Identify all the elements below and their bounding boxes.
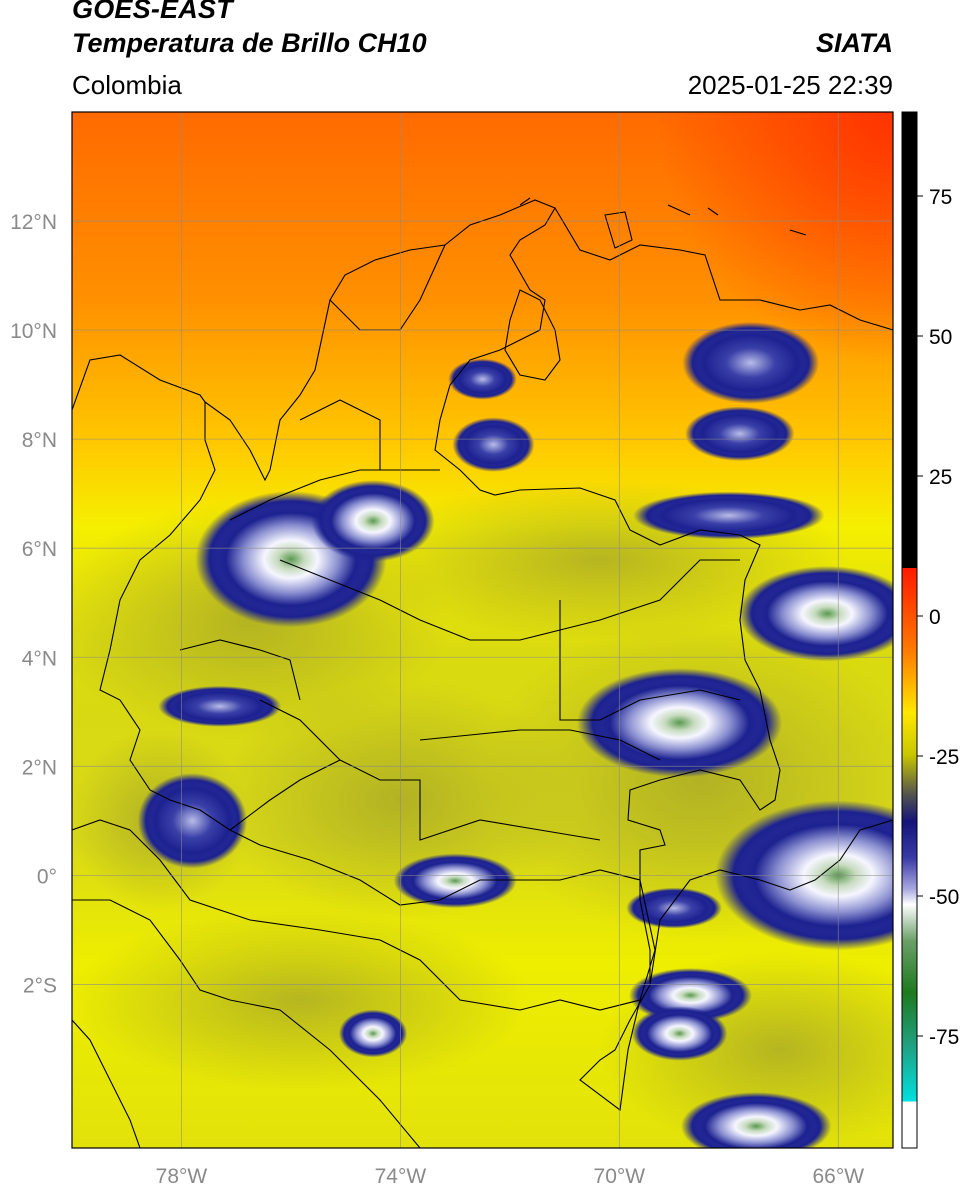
venezuela-coast: [554, 207, 893, 331]
cold-cloud-top: [170, 689, 270, 723]
colorbar-tick-label: -50: [929, 886, 959, 909]
internal-division-5: [559, 600, 741, 721]
latitude-tick-label: 2°S: [23, 974, 57, 997]
colombia-border: [99, 199, 781, 1112]
satellite-title: GOES-EAST: [72, 0, 233, 24]
longitude-tick-label: 70°W: [594, 1165, 646, 1188]
latitude-tick-label: 4°N: [22, 647, 57, 670]
cold-cloud-top: [597, 679, 762, 767]
product-title: Temperatura de Brillo CH10: [72, 28, 427, 58]
peru-coast: [72, 1019, 141, 1148]
cold-cloud-top: [695, 411, 784, 456]
internal-division-4: [259, 699, 601, 841]
internal-division-1: [229, 469, 440, 521]
cold-cloud-top: [756, 575, 893, 652]
internal-division-6: [299, 399, 381, 470]
island-4: [519, 197, 531, 206]
colorbar-ticks: 75 50 25 0 -25 -50 -75: [917, 186, 959, 1049]
map-frame: [71, 111, 894, 1149]
cold-cloud-top: [345, 1014, 401, 1053]
cold-cloud-top: [695, 330, 806, 396]
colorbar-scale: [902, 112, 917, 1148]
longitude-ticks: 78°W 74°W 70°W 66°W: [156, 1165, 865, 1188]
cold-cloud-top: [652, 496, 806, 535]
peru-north-coast: [72, 899, 421, 1148]
graticule: [72, 112, 893, 1148]
colorbar-tick-label: 75: [929, 186, 952, 209]
map-panel: [72, 112, 893, 1148]
colorbar-frame: [901, 111, 918, 1149]
cold-cloud-top: [695, 1098, 817, 1148]
cold-cloud-top: [323, 488, 423, 554]
longitude-tick-label: 74°W: [375, 1165, 427, 1188]
colorbar: 75 50 25 0 -25 -50 -75: [901, 111, 959, 1149]
internal-division-3: [419, 729, 661, 761]
colorbar-tick-label: -25: [929, 746, 959, 769]
longitude-tick-label: 66°W: [812, 1165, 864, 1188]
panama-coast: [72, 354, 206, 411]
cold-cloud-top: [460, 422, 527, 467]
latitude-tick-label: 6°N: [22, 538, 57, 561]
colorbar-tick-label: 25: [929, 466, 952, 489]
island-1: [667, 204, 691, 216]
latitude-ticks: 12°N 10°N 8°N 6°N 4°N 2°N 0° 2°S: [10, 211, 57, 997]
colorbar-tick-label: -75: [929, 1026, 959, 1049]
cold-cloud-top: [635, 891, 713, 925]
island-3: [789, 229, 807, 236]
aruba-curacao: [604, 211, 633, 249]
internal-division-9: [229, 759, 341, 831]
brazil-border: [649, 819, 893, 986]
cold-cloud-top: [455, 362, 510, 396]
colorbar-tick-label: 50: [929, 326, 952, 349]
longitude-tick-label: 78°W: [156, 1165, 208, 1188]
ecuador-peru-border: [72, 819, 641, 1011]
latitude-tick-label: 12°N: [10, 211, 57, 234]
internal-division-2: [279, 559, 740, 641]
latitude-tick-label: 10°N: [10, 320, 57, 343]
warm-region: [500, 112, 893, 532]
island-2: [707, 207, 719, 216]
timestamp-label: 2025-01-25 22:39: [687, 70, 893, 100]
cold-cloud-top: [641, 1011, 718, 1056]
cold-cloud-top: [405, 859, 505, 903]
region-label: Colombia: [72, 70, 182, 100]
colorbar-tick-label: 0: [929, 606, 941, 629]
cold-cloud-top: [148, 782, 237, 860]
internal-division-8: [179, 639, 301, 701]
organization-label: SIATA: [816, 28, 893, 58]
latitude-tick-label: 8°N: [22, 429, 57, 452]
latitude-tick-label: 2°N: [22, 756, 57, 779]
latitude-tick-label: 0°: [37, 865, 57, 888]
